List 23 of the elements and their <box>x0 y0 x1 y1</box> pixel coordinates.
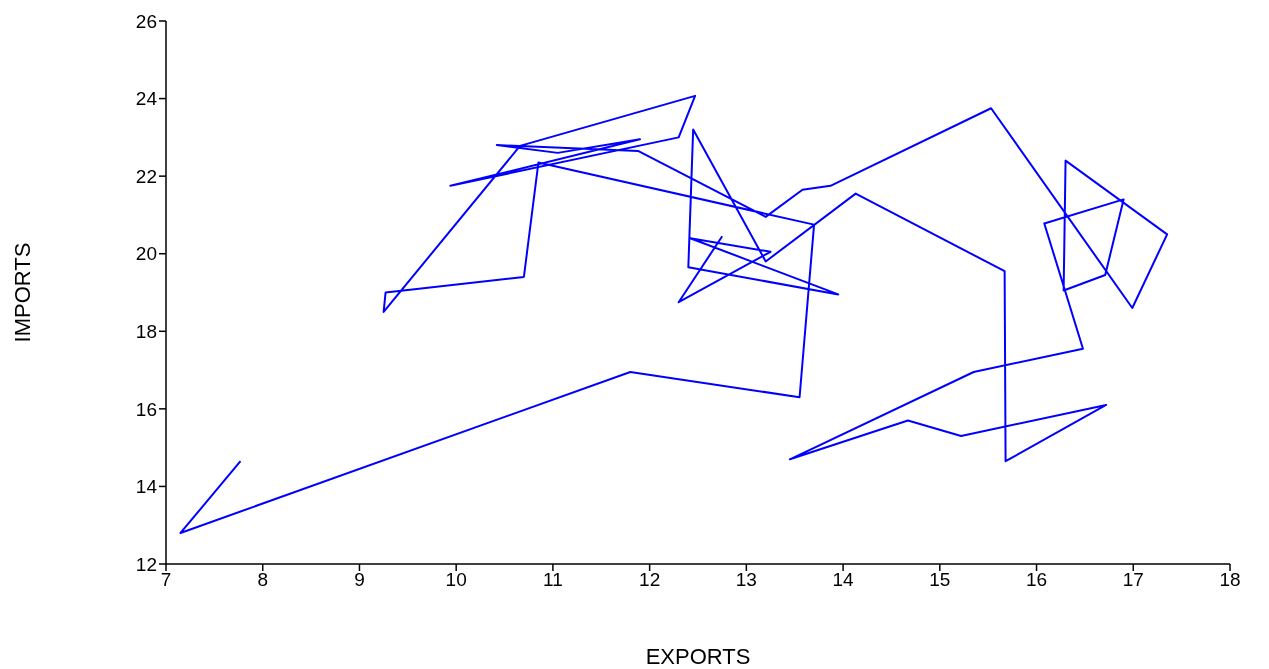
x-tick-label: 9 <box>354 569 365 591</box>
x-tick-label: 10 <box>445 569 467 591</box>
x-tick-label: 11 <box>543 569 563 591</box>
line-series <box>179 94 1169 534</box>
x-tick-label: 12 <box>639 569 661 591</box>
y-tick-label: 18 <box>135 321 157 343</box>
y-tick-label: 22 <box>135 165 157 187</box>
y-tick-label: 26 <box>135 10 157 32</box>
x-tick-label: 15 <box>929 569 951 591</box>
x-axis-title: EXPORTS <box>645 644 751 669</box>
x-tick-label: 14 <box>832 569 855 591</box>
y-tick-label: 24 <box>135 88 158 110</box>
x-tick-label: 18 <box>1219 569 1241 591</box>
y-tick-label: 16 <box>135 398 157 420</box>
x-tick-label: 7 <box>160 569 172 591</box>
y-axis-title: IMPORTS <box>9 242 35 343</box>
x-tick-label: 16 <box>1025 569 1048 591</box>
y-tick-label: 20 <box>135 243 157 265</box>
x-tick-label: 17 <box>1122 569 1144 591</box>
y-tick-label: 12 <box>135 553 157 575</box>
x-tick-label: 13 <box>735 569 757 591</box>
x-tick-label: 8 <box>257 569 269 591</box>
y-tick-label: 14 <box>135 476 158 498</box>
